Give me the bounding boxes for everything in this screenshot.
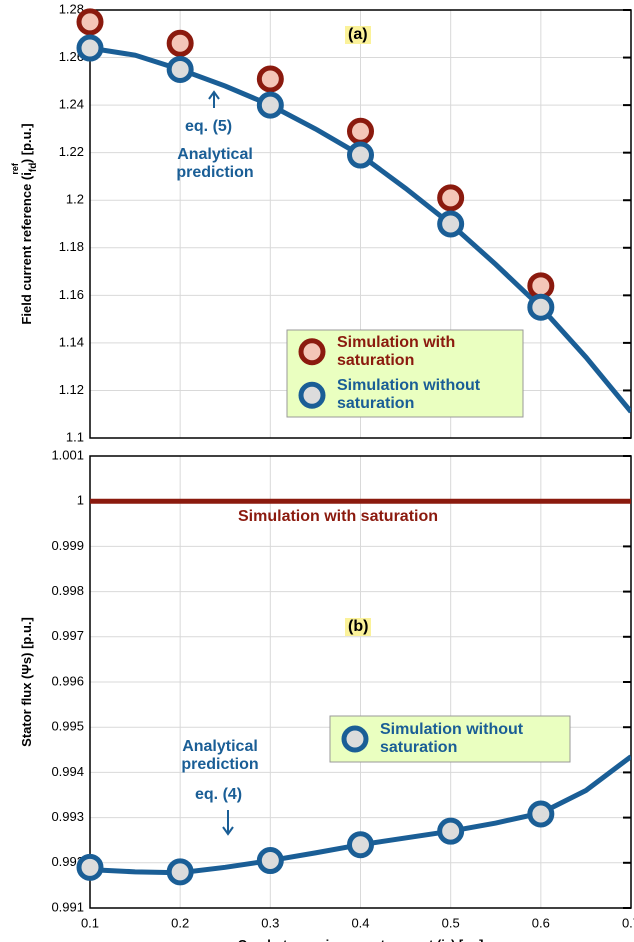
legend-box [286, 329, 524, 418]
marker [166, 858, 194, 886]
legend-marker [341, 725, 369, 753]
annotation: (b) [345, 618, 372, 636]
label-sub: fd [28, 163, 39, 172]
arrow-head [208, 90, 220, 100]
plot-frame [89, 9, 632, 439]
annotation: (a) [345, 26, 371, 44]
y-tick-label: 1.24 [59, 97, 84, 112]
marker [527, 272, 555, 300]
plot-frame [89, 455, 632, 909]
marker [527, 293, 555, 321]
y-tick-label: 1.16 [59, 287, 84, 302]
x-tick-label: 0.5 [442, 915, 460, 930]
marker [256, 91, 284, 119]
marker [347, 141, 374, 169]
legend-label: Simulation without saturation [337, 377, 481, 413]
marker [76, 34, 104, 62]
label-text: Stator flux (Ψs) [p.u.] [19, 617, 34, 747]
y-tick-label: 0.993 [51, 809, 84, 824]
annotation: Analytical prediction [176, 146, 254, 181]
y-tick-label: 0.999 [51, 538, 84, 553]
y-tick-label: 1.22 [59, 144, 84, 159]
marker [437, 210, 465, 238]
y-tick-label: 0.992 [51, 854, 84, 869]
arrow-head [222, 826, 234, 836]
annotation: Simulation with saturation [238, 508, 439, 525]
annotation: eq. (4) [195, 786, 243, 803]
label-end: ) [pu] [451, 937, 483, 942]
marker [527, 800, 555, 828]
marker [437, 184, 465, 212]
y-axis-label: Field current reference (ifdref) [p.u.] [10, 123, 39, 324]
y-tick-label: 1.14 [59, 334, 84, 349]
annotation: Analytical prediction [181, 738, 259, 773]
label-sup: ref [10, 162, 20, 175]
x-tick-label: 0.4 [351, 915, 369, 930]
marker [76, 853, 104, 881]
legend-label: Simulation with saturation [337, 333, 456, 369]
marker [166, 29, 194, 57]
marker [256, 65, 284, 93]
label-text: Quadrature axis current current (i [238, 937, 445, 942]
label-end: ) [p.u.] [19, 123, 34, 163]
x-tick-label: 0.6 [532, 915, 550, 930]
marker [256, 847, 284, 875]
y-tick-label: 0.994 [51, 764, 84, 779]
marker [347, 117, 374, 145]
y-axis-label: Stator flux (Ψs) [p.u.] [19, 617, 34, 747]
y-tick-label: 1.12 [59, 382, 84, 397]
y-tick-label: 1.001 [51, 447, 84, 462]
y-tick-label: 1.2 [66, 192, 84, 207]
y-tick-label: 0.995 [51, 719, 84, 734]
y-tick-label: 0.998 [51, 583, 84, 598]
legend-marker [298, 338, 326, 366]
y-tick-label: 1.18 [59, 239, 84, 254]
marker [76, 8, 104, 36]
x-tick-label: 0.1 [81, 915, 99, 930]
y-tick-label: 0.991 [51, 899, 84, 914]
marker [347, 831, 374, 859]
legend-marker [298, 381, 326, 409]
x-tick-label: 0.7 [622, 915, 634, 930]
legend-box [329, 715, 571, 763]
marker [437, 817, 465, 845]
x-axis-label: Quadrature axis current current (iq) [pu… [238, 937, 484, 942]
y-tick-label: 0.996 [51, 673, 84, 688]
y-tick-label: 1 [77, 493, 84, 508]
annotation: eq. (5) [185, 118, 233, 135]
label-text: Field current reference (i [19, 172, 34, 324]
marker [166, 55, 194, 83]
legend-label: Simulation without saturation [380, 721, 524, 756]
y-tick-label: 1.1 [66, 429, 84, 444]
x-tick-label: 0.3 [261, 915, 279, 930]
y-tick-label: 0.997 [51, 628, 84, 643]
x-tick-label: 0.2 [171, 915, 189, 930]
y-tick-label: 1.28 [59, 1, 84, 16]
